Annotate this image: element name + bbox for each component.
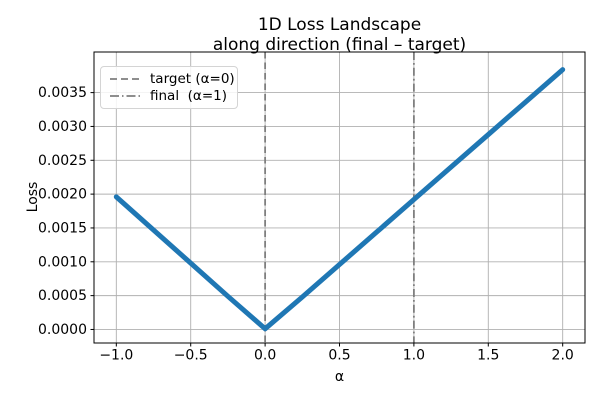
x-tick-label: 2.0 xyxy=(552,348,574,364)
y-tick-label: 0.0025 xyxy=(38,153,87,169)
chart-title-line-1: 1D Loss Landscape xyxy=(257,15,422,35)
y-tick-label: 0.0030 xyxy=(38,119,87,135)
chart-title-line-2: along direction (final – target) xyxy=(212,34,467,55)
y-tick-label: 0.0035 xyxy=(38,85,87,101)
x-tick-label: 0.0 xyxy=(254,348,276,364)
legend-label-final: final (α=1) xyxy=(150,88,227,105)
y-tick-label: 0.0005 xyxy=(38,288,87,304)
y-axis-label: Loss xyxy=(25,181,41,213)
y-tick-label: 0.0000 xyxy=(38,322,87,338)
legend-entry-final: final (α=1) xyxy=(109,88,229,104)
x-tick-label: −0.5 xyxy=(174,348,208,364)
x-tick-label: 1.0 xyxy=(403,348,425,364)
loss-curve xyxy=(113,67,566,332)
dashdot-line-icon xyxy=(110,95,140,98)
legend: target (α=0) final (α=1) xyxy=(100,66,238,109)
x-tick-label: 1.5 xyxy=(477,348,499,364)
x-tick-label: −1.0 xyxy=(99,348,133,364)
y-tick-label: 0.0015 xyxy=(38,220,87,236)
x-axis-label: α xyxy=(334,369,345,385)
legend-label-target: target (α=0) xyxy=(150,70,235,87)
legend-entry-target: target (α=0) xyxy=(109,71,235,87)
chart-title: 1D Loss Landscape along direction (final… xyxy=(94,15,585,55)
y-tick-label: 0.0010 xyxy=(38,254,87,270)
x-tick-label: 0.5 xyxy=(328,348,350,364)
y-tick-label: 0.0020 xyxy=(38,187,87,203)
dashed-line-icon xyxy=(110,77,140,80)
